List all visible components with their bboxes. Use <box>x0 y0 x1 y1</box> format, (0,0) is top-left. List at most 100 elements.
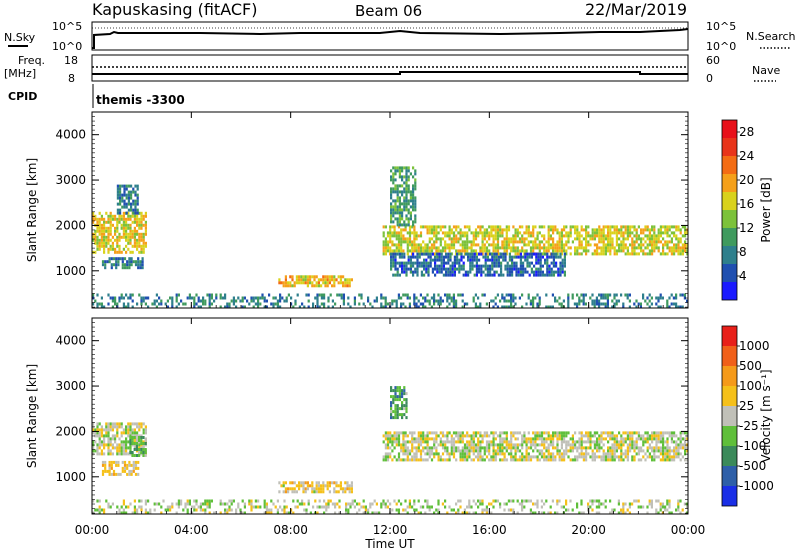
data-cell <box>403 264 406 268</box>
data-cell <box>403 208 406 212</box>
data-cell <box>607 234 610 238</box>
data-cell <box>495 252 498 256</box>
data-cell <box>118 244 121 248</box>
data-cell <box>618 249 621 253</box>
data-cell <box>109 244 112 248</box>
data-cell <box>426 249 429 253</box>
data-cell <box>413 225 416 229</box>
data-cell <box>241 299 244 303</box>
data-cell <box>628 511 631 515</box>
data-cell <box>596 440 599 444</box>
data-cell <box>446 246 449 250</box>
data-cell <box>316 505 319 509</box>
data-cell <box>407 175 410 179</box>
data-cell <box>112 472 116 476</box>
data-cell <box>219 293 222 297</box>
data-cell <box>655 431 658 435</box>
data-cell <box>563 264 566 268</box>
data-cell <box>655 455 658 459</box>
data-cell <box>392 261 395 265</box>
data-cell <box>429 252 432 256</box>
data-cell <box>100 223 103 227</box>
data-cell <box>549 225 552 229</box>
data-cell <box>386 240 390 244</box>
data-cell <box>392 211 395 215</box>
data-cell <box>412 252 415 256</box>
data-cell <box>452 431 456 435</box>
data-cell <box>527 440 530 444</box>
y-tick-label: 2000 <box>55 218 86 232</box>
data-cell <box>415 508 418 512</box>
data-cell <box>134 199 137 203</box>
data-cell <box>470 249 473 253</box>
x-tick-label: 20:00 <box>571 523 606 537</box>
data-cell <box>386 446 390 450</box>
data-cell <box>546 273 549 277</box>
data-cell <box>681 249 684 253</box>
data-cell <box>582 293 585 297</box>
data-cell <box>435 437 438 441</box>
data-cell <box>414 220 417 224</box>
data-cell <box>604 437 607 441</box>
data-cell <box>435 452 438 456</box>
data-cell <box>199 305 202 309</box>
data-cell <box>556 440 559 444</box>
data-cell <box>664 228 667 232</box>
power-ylabel: Slant Range [km] <box>25 158 39 262</box>
data-cell <box>587 505 590 509</box>
data-cell <box>452 225 456 229</box>
data-cell <box>193 299 196 303</box>
data-cell <box>408 234 412 238</box>
data-cell <box>342 487 345 491</box>
data-cell <box>395 440 398 444</box>
data-cell <box>503 458 506 462</box>
data-cell <box>477 505 480 509</box>
data-cell <box>472 237 475 241</box>
data-cell <box>635 231 638 235</box>
data-cell <box>675 237 678 241</box>
data-cell <box>470 246 473 250</box>
data-cell <box>436 264 439 268</box>
data-cell <box>662 252 665 256</box>
data-cell <box>507 508 510 512</box>
data-cell <box>670 449 673 453</box>
data-cell <box>424 511 427 515</box>
freq-tick-top: 18 <box>64 54 78 67</box>
data-cell <box>624 455 627 459</box>
data-cell <box>472 499 475 503</box>
data-cell <box>401 208 404 212</box>
data-cell <box>534 237 537 241</box>
data-cell <box>450 434 453 438</box>
data-cell <box>472 434 475 438</box>
data-cell <box>293 281 296 285</box>
data-cell <box>404 225 407 229</box>
data-cell <box>100 229 103 233</box>
data-cell <box>164 508 167 512</box>
data-cell <box>435 240 438 244</box>
nsearch-tick-bottom: 10^0 <box>706 40 736 53</box>
data-cell <box>602 237 605 241</box>
data-cell <box>138 238 141 242</box>
data-cell <box>679 431 682 435</box>
data-cell <box>618 446 621 450</box>
data-cell <box>119 199 122 203</box>
data-cell <box>624 243 627 247</box>
data-cell <box>418 264 421 268</box>
data-cell <box>98 241 101 245</box>
data-cell <box>125 205 128 209</box>
data-cell <box>554 455 557 459</box>
data-cell <box>555 264 558 268</box>
data-cell <box>439 225 442 229</box>
data-cell <box>131 511 134 515</box>
data-cell <box>394 166 397 170</box>
data-cell <box>389 452 392 456</box>
data-cell <box>276 511 279 515</box>
data-cell <box>418 252 421 256</box>
data-cell <box>684 231 687 235</box>
data-cell <box>538 249 541 253</box>
data-cell <box>485 249 489 253</box>
data-cell <box>505 234 508 238</box>
data-cell <box>589 296 592 300</box>
data-cell <box>459 293 462 297</box>
data-cell <box>552 264 555 268</box>
